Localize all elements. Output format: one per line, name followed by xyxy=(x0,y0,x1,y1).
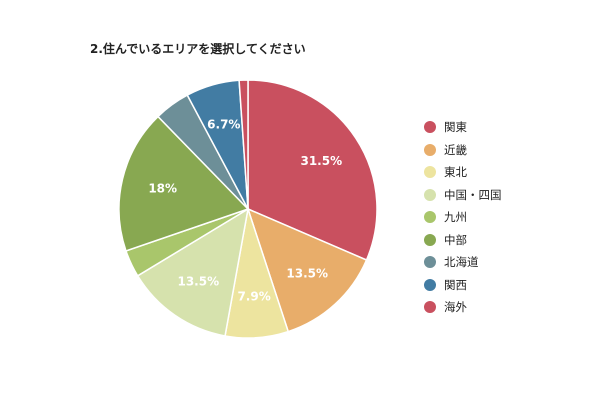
legend-label: 九州 xyxy=(444,210,467,225)
legend-marker xyxy=(424,188,436,201)
legend-item: 関西 xyxy=(424,274,502,297)
pie-slice xyxy=(238,79,249,210)
legend-label: 中部 xyxy=(444,232,467,247)
legend-label: 関東 xyxy=(444,120,467,135)
legend-label: 北海道 xyxy=(444,255,479,270)
legend-item: 中部 xyxy=(424,229,502,252)
data-label: 6.7% xyxy=(207,118,240,132)
legend-item: 海外 xyxy=(424,296,502,319)
legend-marker xyxy=(424,166,436,179)
legend-label: 近畿 xyxy=(444,142,467,157)
legend-label: 海外 xyxy=(444,300,467,315)
pie-slice xyxy=(136,207,250,337)
pie-slice xyxy=(247,79,378,261)
legend-label: 中国・四国 xyxy=(444,187,502,202)
legend-item: 中国・四国 xyxy=(424,184,502,207)
data-label: 31.5% xyxy=(300,154,342,168)
legend-marker xyxy=(424,301,436,314)
legend: 関東近畿東北中国・四国九州中部北海道関西海外 xyxy=(424,116,502,319)
data-label: 7.9% xyxy=(237,290,270,304)
legend-marker xyxy=(424,278,436,291)
legend-marker xyxy=(424,143,436,156)
legend-marker xyxy=(424,233,436,246)
data-label: 13.5% xyxy=(177,274,219,288)
legend-marker xyxy=(424,211,436,224)
legend-item: 北海道 xyxy=(424,251,502,274)
data-label: 13.5% xyxy=(286,267,328,281)
legend-item: 関東 xyxy=(424,116,502,139)
legend-marker xyxy=(424,121,436,134)
data-label: 18% xyxy=(148,182,177,196)
legend-item: 近畿 xyxy=(424,139,502,162)
chart-title: 2.住んでいるエリアを選択してください xyxy=(90,42,306,56)
legend-item: 東北 xyxy=(424,161,502,184)
legend-label: 関西 xyxy=(444,277,467,292)
legend-marker xyxy=(424,256,436,269)
legend-item: 九州 xyxy=(424,206,502,229)
legend-label: 東北 xyxy=(444,165,467,180)
pie-slice xyxy=(246,207,368,333)
pie-slice xyxy=(118,115,250,252)
